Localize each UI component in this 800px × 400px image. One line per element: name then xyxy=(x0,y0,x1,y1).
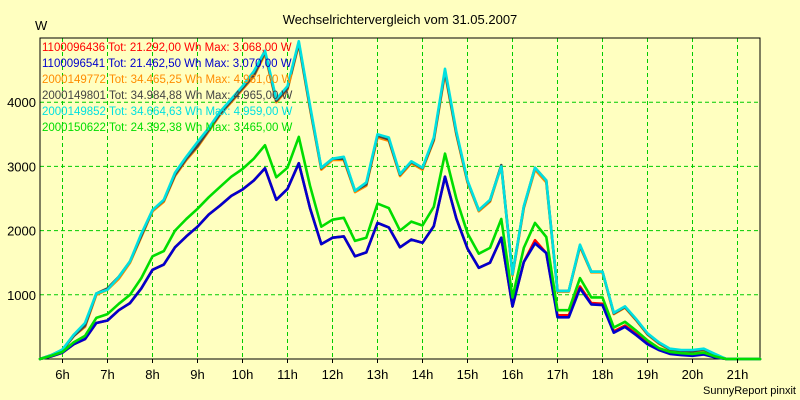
series-line-0 xyxy=(38,161,762,361)
x-tick-label: 17h xyxy=(547,367,569,382)
legend-entry-1: 1100096541 Tot: 21.462,50 Wh Max: 3.070,… xyxy=(42,58,292,70)
plot-area xyxy=(39,37,761,360)
y-tick-label: 3000 xyxy=(7,159,36,174)
x-tick-label: 14h xyxy=(412,367,434,382)
series-line-1 xyxy=(38,161,762,361)
y-axis-ticks: 1000 2000 3000 4000 xyxy=(7,95,36,303)
y-axis-unit: W xyxy=(35,18,48,33)
legend-entry-2: 2000149772 Tot: 34.465,25 Wh Max: 4.961,… xyxy=(42,74,293,86)
series-line-5 xyxy=(38,135,762,361)
x-tick-label: 13h xyxy=(367,367,389,382)
x-tick-label: 6h xyxy=(55,367,69,382)
x-axis-ticks: 6h 7h 8h 9h 10h 11h 12h 13h 14h 15h 16h 17h 18h 19h 20… xyxy=(55,359,748,382)
legend-entry-4: 2000149852 Tot: 34.664,63 Wh Max: 4.959,… xyxy=(42,106,293,118)
series-group xyxy=(38,39,762,361)
legend: 1100096436 Tot: 21.292,00 Wh Max: 3.068,… xyxy=(42,42,293,134)
x-tick-label: 7h xyxy=(100,367,114,382)
x-tick-label: 9h xyxy=(190,367,204,382)
grid xyxy=(40,38,760,359)
x-tick-label: 20h xyxy=(682,367,704,382)
x-tick-label: 8h xyxy=(145,367,159,382)
x-tick-label: 10h xyxy=(232,367,254,382)
x-tick-label: 12h xyxy=(322,367,344,382)
series-line-4 xyxy=(38,39,762,361)
footer-credit: SunnyReport pinxit xyxy=(703,385,796,397)
x-tick-label: 19h xyxy=(637,367,659,382)
y-tick-label: 1000 xyxy=(7,288,36,303)
x-tick-label: 11h xyxy=(277,367,298,382)
x-tick-label: 21h xyxy=(727,367,749,382)
x-tick-label: 15h xyxy=(457,367,479,382)
x-tick-label: 16h xyxy=(502,367,524,382)
x-tick-label: 18h xyxy=(592,367,614,382)
y-tick-label: 2000 xyxy=(7,224,36,239)
chart-title: Wechselrichtervergleich vom 31.05.2007 xyxy=(283,12,518,27)
legend-entry-5: 2000150622 Tot: 24.392,38 Wh Max: 3.465,… xyxy=(42,122,293,134)
legend-entry-3: 2000149801 Tot: 34.984,88 Wh Max: 4.965,… xyxy=(42,90,293,102)
legend-entry-0: 1100096436 Tot: 21.292,00 Wh Max: 3.068,… xyxy=(42,42,292,54)
y-tick-label: 4000 xyxy=(7,95,36,110)
